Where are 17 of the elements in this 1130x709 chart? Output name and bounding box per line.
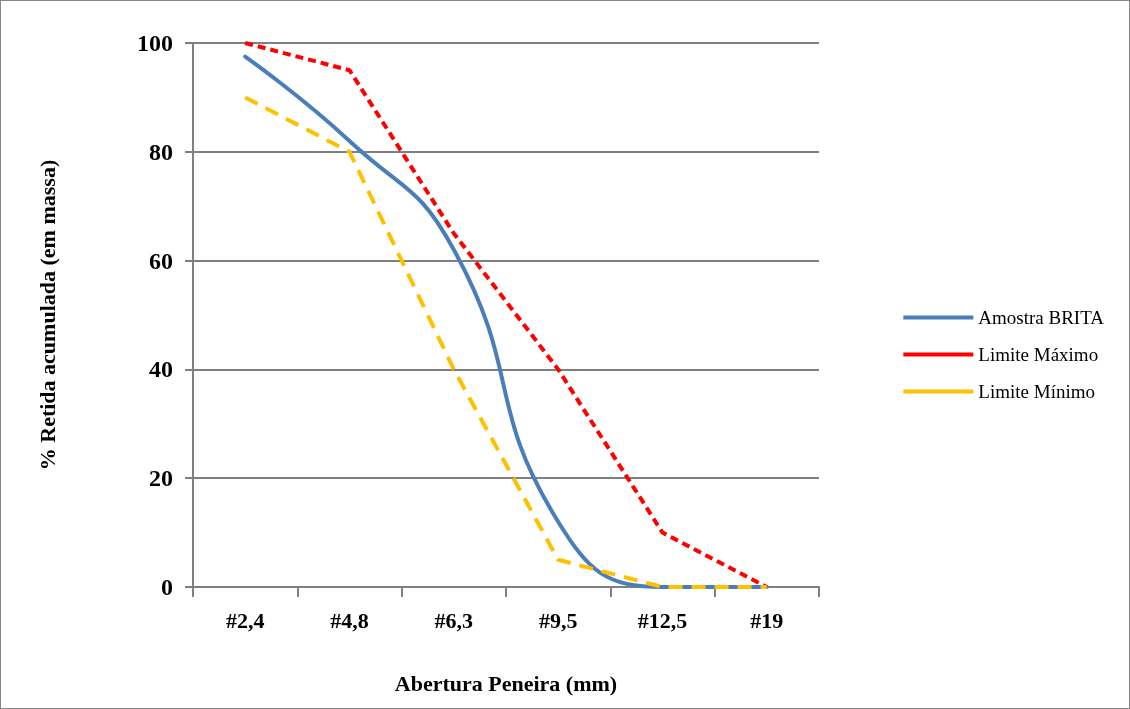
y-tick-label: 40 (149, 356, 173, 383)
x-tick-label: #4,8 (330, 607, 369, 633)
y-tick-label: 80 (149, 138, 173, 165)
y-tick-label: 0 (161, 574, 173, 600)
y-tick-label: 20 (149, 465, 173, 492)
y-tick-label: 100 (137, 30, 173, 56)
x-tick-label: #2,4 (225, 607, 265, 633)
legend-label: Limite Mínimo (978, 381, 1095, 402)
legend-label: Amostra BRITA (978, 307, 1105, 328)
x-tick-label: #19 (750, 607, 784, 633)
x-axis-title: Abertura Peneira (mm) (394, 670, 618, 696)
y-axis-title: % Retida acumulada (em massa) (34, 159, 60, 471)
x-tick-label: #9,5 (538, 607, 578, 633)
y-tick-label: 60 (149, 247, 173, 274)
x-tick-label: #6,3 (434, 607, 474, 633)
legend-label: Limite Máximo (978, 344, 1099, 365)
x-tick-label: #12,5 (637, 607, 688, 633)
